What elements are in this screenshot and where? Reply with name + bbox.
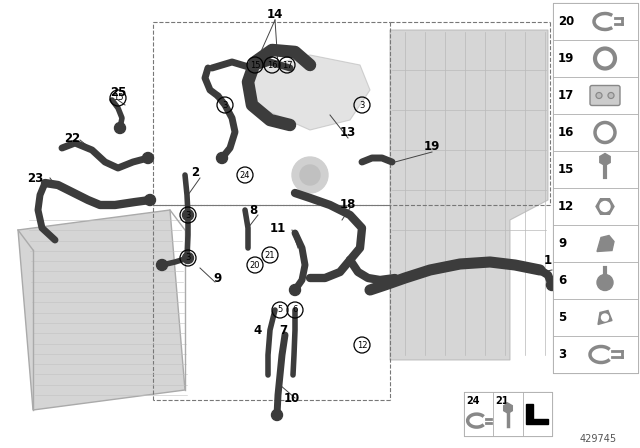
Text: 14: 14 [267,8,283,21]
Circle shape [143,152,154,164]
Text: 17: 17 [558,89,574,102]
Bar [464,392,552,436]
Text: 429745: 429745 [579,434,616,444]
Bar [553,151,638,188]
Bar [553,114,638,151]
Circle shape [115,122,125,134]
Text: 9: 9 [558,237,566,250]
Polygon shape [600,154,610,165]
Bar [523,392,552,436]
Bar [553,262,638,299]
Text: 15: 15 [113,94,124,103]
Circle shape [597,275,613,290]
Bar [493,392,523,436]
Polygon shape [597,236,614,251]
Text: 21: 21 [495,396,509,406]
Polygon shape [526,404,548,424]
Text: 4: 4 [254,323,262,336]
Text: 12: 12 [356,340,367,349]
Text: 18: 18 [340,198,356,211]
Text: 15: 15 [250,60,260,69]
Circle shape [596,92,602,99]
Polygon shape [598,310,612,324]
Bar [553,3,638,40]
Text: 22: 22 [64,132,80,145]
Text: 16: 16 [267,60,277,69]
Text: 3: 3 [558,348,566,361]
Bar [553,299,638,336]
Circle shape [292,157,328,193]
Text: 3: 3 [186,254,191,263]
Circle shape [547,280,557,290]
Text: 21: 21 [265,250,275,259]
Bar [553,336,638,373]
Text: 10: 10 [284,392,300,405]
Text: 19: 19 [558,52,574,65]
Bar [464,392,493,436]
Polygon shape [504,403,513,413]
Text: 1: 1 [544,254,552,267]
Text: 25: 25 [110,86,126,99]
Text: 8: 8 [249,203,257,216]
Circle shape [300,165,320,185]
Circle shape [182,253,193,263]
Circle shape [145,194,156,206]
Text: 15: 15 [558,163,574,176]
Polygon shape [18,210,185,410]
FancyBboxPatch shape [590,86,620,105]
Circle shape [608,92,614,99]
Text: 3: 3 [359,100,365,109]
Polygon shape [596,199,614,214]
Text: 23: 23 [27,172,43,185]
Text: 12: 12 [558,200,574,213]
Text: 24: 24 [466,396,479,406]
Polygon shape [390,30,548,360]
Text: 2: 2 [191,165,199,178]
Circle shape [289,284,301,296]
Circle shape [600,202,610,211]
Text: 6: 6 [292,306,298,314]
Text: 9: 9 [214,271,222,284]
Text: 16: 16 [558,126,574,139]
Bar [553,3,638,373]
Text: 20: 20 [558,15,574,28]
Text: 3: 3 [186,211,191,220]
Bar [553,225,638,262]
Circle shape [182,210,193,220]
Text: 6: 6 [558,274,566,287]
Bar [553,40,638,77]
Text: 5: 5 [277,306,283,314]
Text: 20: 20 [250,260,260,270]
Circle shape [216,152,227,164]
Polygon shape [245,55,370,130]
Text: 17: 17 [282,60,292,69]
Circle shape [602,314,609,321]
Text: 5: 5 [558,311,566,324]
Text: 7: 7 [279,323,287,336]
Bar [553,188,638,225]
Circle shape [271,409,282,421]
Text: 19: 19 [424,139,440,152]
Text: 24: 24 [240,171,250,180]
Text: 11: 11 [270,221,286,234]
Text: 13: 13 [340,125,356,138]
Circle shape [157,259,168,271]
Bar [553,77,638,114]
Text: 3: 3 [222,100,228,109]
